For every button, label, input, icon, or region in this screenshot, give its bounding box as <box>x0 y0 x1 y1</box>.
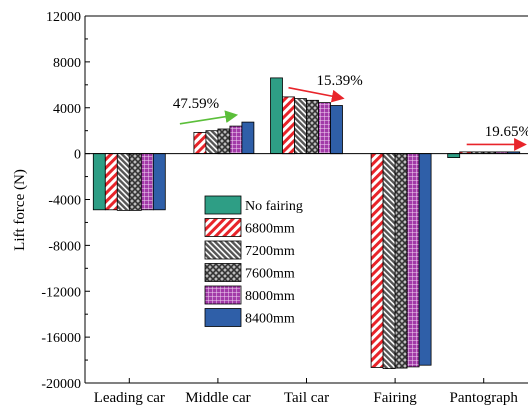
bar-6800mm-tail-car <box>282 96 295 155</box>
y-tick-label: 8000 <box>53 56 81 71</box>
bar-7600mm-middle-car <box>217 128 231 155</box>
y-tick-label: -8000 <box>48 239 81 254</box>
bar-8400mm-leading-car <box>152 153 166 211</box>
annotation-label: 47.59% <box>173 96 219 112</box>
x-tick-label: Fairing <box>373 390 417 406</box>
y-tick-label: 4000 <box>53 102 81 117</box>
legend-swatch <box>204 263 242 282</box>
y-tick-label: -4000 <box>48 194 81 209</box>
bar-8000mm-fairing <box>406 153 420 368</box>
bar-8000mm-middle-car <box>229 125 243 154</box>
bar-7600mm-leading-car <box>128 153 142 211</box>
bar-7600mm-fairing <box>394 153 408 369</box>
bar-6800mm-fairing <box>370 153 384 368</box>
y-tick-label: -12000 <box>41 285 81 300</box>
bar-no-fairing-leading-car <box>92 153 106 211</box>
legend-swatch <box>204 240 242 260</box>
x-tick-label: Tail car <box>284 390 329 406</box>
y-tick-label: -16000 <box>41 331 81 346</box>
bar-7200mm-tail-car <box>294 98 307 154</box>
bar-8400mm-middle-car <box>241 121 255 154</box>
bar-7200mm-middle-car <box>205 130 219 154</box>
bar-no-fairing-tail-car <box>270 77 283 154</box>
bar-8000mm-leading-car <box>140 153 154 211</box>
legend-swatch <box>204 308 242 327</box>
y-tick-label: -20000 <box>41 377 81 392</box>
bar-7600mm-tail-car <box>306 99 319 155</box>
legend-label: No fairing <box>245 199 303 214</box>
legend-label: 7200mm <box>245 244 295 259</box>
y-tick-label: 0 <box>74 148 81 163</box>
axes-group: -20000 -16000 -12000 -8000 -4000 0 4000 8000 120… <box>41 10 528 406</box>
y-tick-label: 12000 <box>46 10 81 25</box>
legend-label: 8000mm <box>245 289 295 304</box>
bar-6800mm-leading-car <box>104 153 118 211</box>
annotation-arrow <box>179 110 239 125</box>
bar-no-fairing-pantograph <box>447 153 461 159</box>
bar-7200mm-fairing <box>382 153 396 370</box>
x-tick-label: Leading car <box>94 390 165 406</box>
x-tick-label: Pantograph <box>450 390 519 406</box>
legend-label: 7600mm <box>245 267 295 282</box>
legend-swatch <box>204 218 242 237</box>
y-axis-label: Lift force (N) <box>12 169 28 251</box>
x-tick-label: Middle car <box>185 390 250 406</box>
annotation-label: 15.39% <box>317 73 363 89</box>
legend: No fairing 6800mm 7200mm 7600mm 8000mm 8400mm <box>204 195 303 327</box>
bars-group <box>92 77 521 370</box>
bar-6800mm-middle-car <box>193 131 207 154</box>
bar-8400mm-fairing <box>418 153 432 366</box>
legend-label: 8400mm <box>245 312 295 327</box>
annotation-arrow <box>288 86 345 103</box>
legend-swatch <box>204 195 242 215</box>
bar-8400mm-tail-car <box>330 105 343 155</box>
annotation-label: 19.65% <box>485 124 528 140</box>
annotations-group: 47.59% 15.39% 19.65% <box>173 73 528 151</box>
legend-swatch <box>204 285 242 305</box>
bar-8000mm-tail-car <box>318 102 331 154</box>
bar-7200mm-leading-car <box>116 153 130 211</box>
legend-label: 6800mm <box>245 222 295 237</box>
